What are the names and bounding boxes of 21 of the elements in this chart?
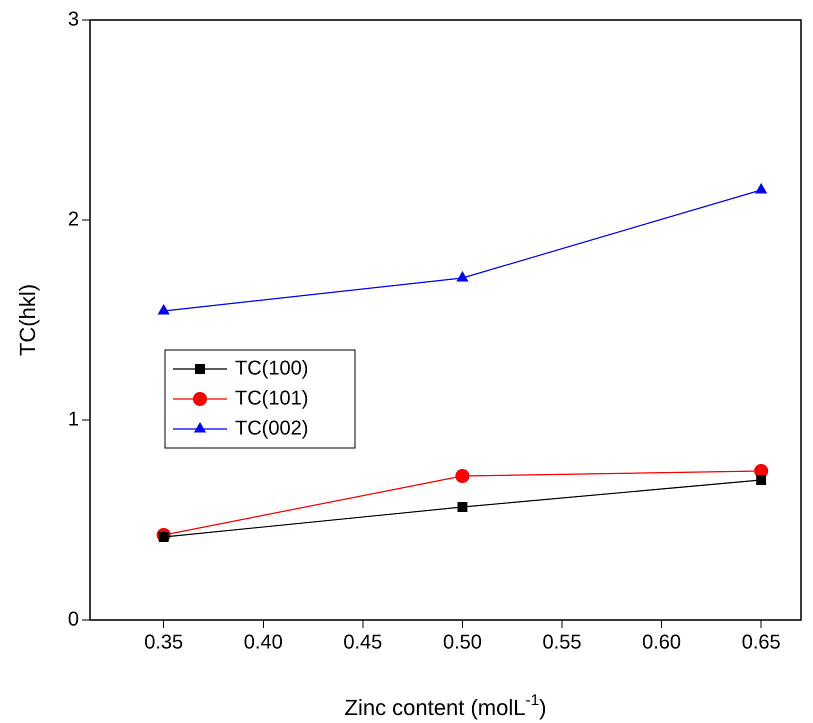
point [457, 502, 468, 512]
point [756, 475, 766, 485]
point [755, 183, 768, 194]
x-tick-label: 0.35 [144, 632, 184, 654]
x-tick-label: 0.50 [442, 632, 482, 654]
x-tick-label: 0.45 [343, 632, 382, 654]
legend-label: TC(100) [235, 358, 308, 380]
y-tick-label: 0 [68, 608, 79, 631]
y-tick-label: 3 [68, 8, 79, 31]
x-tick-label: 0.40 [244, 632, 283, 654]
legend-label: TC(002) [235, 418, 308, 440]
y-tick-label: 2 [68, 208, 79, 231]
y-tick-label: 1 [68, 408, 79, 431]
x-tick-label: 0.55 [542, 632, 582, 654]
point [455, 469, 470, 483]
point [158, 304, 170, 314]
x-tick-label: 0.65 [742, 632, 781, 654]
x-tick-label: 0.60 [642, 632, 682, 654]
y-axis-title: TC(hkl) [15, 284, 40, 356]
point [456, 271, 468, 282]
legend-label: TC(101) [235, 388, 308, 410]
